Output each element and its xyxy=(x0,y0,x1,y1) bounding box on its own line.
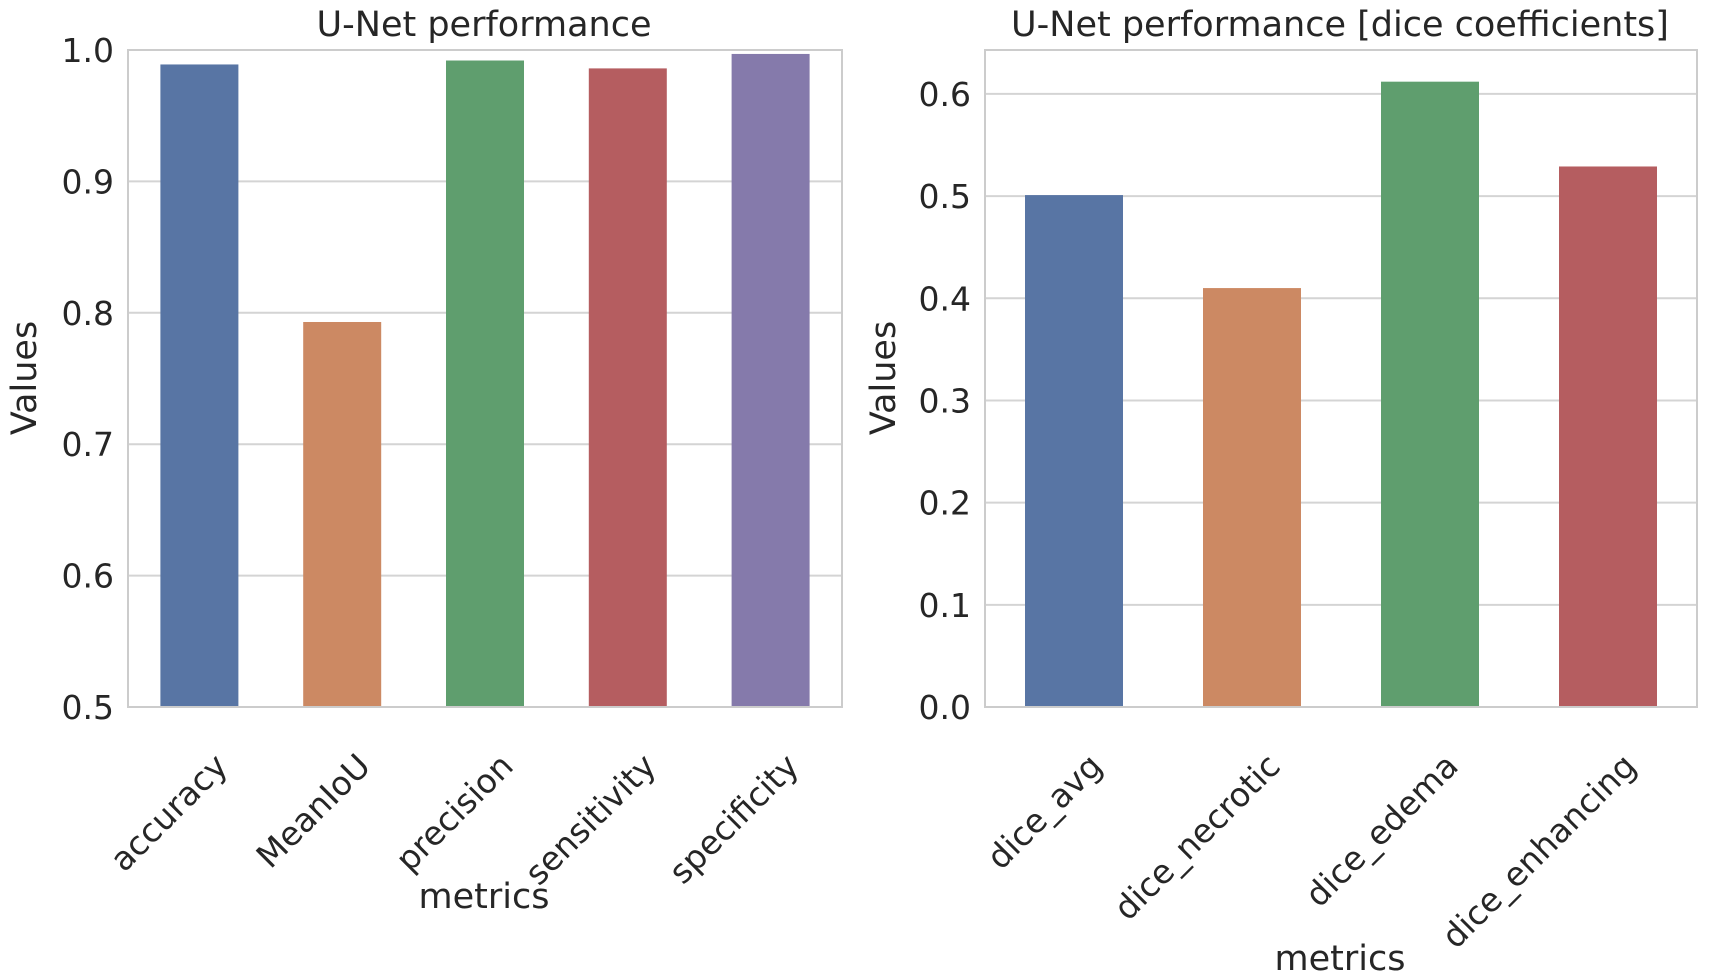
bar-dice_enhancing xyxy=(1559,166,1657,707)
y-tick-label: 0.2 xyxy=(919,484,971,523)
y-tick-label: 0.0 xyxy=(919,688,971,727)
y-tick-label: 1.0 xyxy=(62,31,114,70)
bar-dice_edema xyxy=(1381,81,1479,707)
y-tick-label: 0.3 xyxy=(919,381,971,420)
x-axis-label: metrics xyxy=(1275,939,1406,978)
y-tick-labels: 0.0 0.1 0.2 0.3 0.4 0.5 0.6 xyxy=(919,75,971,727)
chart-title: U-Net performance [dice coefficients] xyxy=(1011,5,1669,45)
bar-sensitivity xyxy=(588,68,667,708)
bars xyxy=(160,53,810,708)
x-axis-label: metrics xyxy=(419,877,550,917)
chart-title: U-Net performance xyxy=(317,5,652,45)
y-axis-label: Values xyxy=(5,321,45,435)
x-tick-label: dice_enhancing xyxy=(1434,746,1644,956)
y-tick-label: 0.5 xyxy=(62,688,114,727)
bar-precision xyxy=(446,60,524,707)
performance-chart: U-Net performance 0.5 0.6 0.7 0.8 0.9 1.0 acc… xyxy=(5,5,843,917)
x-tick-label: precision xyxy=(388,746,521,879)
y-tick-label: 0.4 xyxy=(919,279,971,318)
bar-accuracy xyxy=(160,64,239,708)
y-axis-label: Values xyxy=(864,321,904,435)
plot-frame xyxy=(127,49,843,708)
y-tick-label: 0.1 xyxy=(919,586,971,625)
y-tick-label: 0.6 xyxy=(919,75,971,114)
bars xyxy=(1025,81,1657,708)
y-tick-label: 0.6 xyxy=(62,557,114,596)
bar-dice_avg xyxy=(1025,195,1123,708)
dice-chart: U-Net performance [dice coefficients] 0.… xyxy=(864,5,1698,978)
y-tick-label: 0.5 xyxy=(919,177,971,216)
x-tick-label: specificity xyxy=(661,746,806,891)
x-tick-label: dice_edema xyxy=(1297,746,1465,914)
y-tick-label: 0.9 xyxy=(62,162,114,201)
y-tick-label: 0.8 xyxy=(62,294,114,333)
y-tick-label: 0.7 xyxy=(62,425,114,464)
x-tick-labels: accuracy MeanIoU precisionsensitivityspeci… xyxy=(102,746,806,892)
x-tick-label: dice_avg xyxy=(979,746,1110,877)
bar-MeanIoU xyxy=(303,321,382,707)
x-tick-label: accuracy xyxy=(102,746,235,879)
plot-frame xyxy=(984,49,1698,708)
x-tick-label: dice_necrotic xyxy=(1106,746,1288,928)
x-tick-label: MeanIoU xyxy=(248,746,377,875)
y-tick-labels: 0.5 0.6 0.7 0.8 0.9 1.0 xyxy=(62,31,114,727)
x-tick-label: sensitivity xyxy=(517,746,663,892)
bar-specificity xyxy=(731,53,810,707)
bar-dice_necrotic xyxy=(1203,288,1301,707)
